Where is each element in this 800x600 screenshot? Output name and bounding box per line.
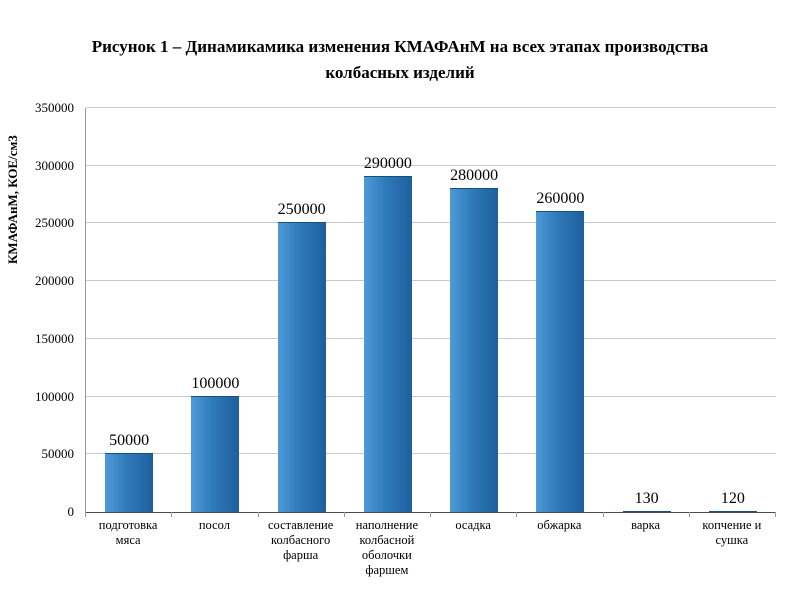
x-axis-category-labels: подготовка мяса посол составление колбасно… (85, 518, 775, 578)
gridline (86, 107, 776, 108)
x-tick-mark (775, 512, 776, 517)
bar-value-label: 260000 (536, 189, 585, 207)
x-tick-mark (602, 512, 604, 517)
bar-6 (536, 210, 585, 512)
bar-value-label: 50000 (109, 432, 150, 450)
chart-title-line2: колбасных изделий (325, 63, 475, 82)
y-tick-label: 300000 (35, 157, 74, 173)
y-tick-label: 100000 (35, 388, 74, 404)
x-tick-mark (257, 512, 259, 517)
chart-title-line1: Рисунок 1 – Динамикамика изменения КМАФА… (91, 37, 709, 56)
bar-8 (708, 510, 757, 512)
x-tick-mark (430, 512, 431, 517)
x-category-label: обжарка (537, 518, 582, 532)
bar-value-label: 290000 (363, 155, 412, 173)
bar-2 (191, 395, 240, 512)
y-tick-label: 200000 (35, 273, 74, 289)
x-tick-mark (171, 512, 173, 517)
x-category-label: подготовка мяса (98, 518, 158, 547)
y-tick-label: 150000 (35, 330, 74, 346)
x-tick-mark (688, 512, 690, 517)
y-tick-label: 0 (67, 504, 75, 519)
bar-5 (450, 187, 499, 512)
bar-value-label: 100000 (191, 374, 240, 392)
gridline (86, 222, 776, 224)
x-category-label: наполнение колбасной оболочки фаршем (355, 518, 418, 577)
bar-4 (363, 176, 412, 512)
x-tick-mark (516, 512, 518, 517)
bar-value-label: 130 (634, 489, 659, 507)
chart-title: Рисунок 1 – Динамикамика изменения КМАФА… (0, 34, 800, 86)
x-tick-mark (343, 512, 345, 517)
gridline (86, 164, 776, 166)
bar-value-label: 120 (720, 489, 745, 507)
bar-1 (105, 453, 154, 512)
gridline (86, 395, 776, 397)
x-category-label: посол (198, 518, 230, 532)
y-tick-label: 50000 (41, 446, 75, 462)
x-tick-mark (85, 512, 86, 517)
x-category-label: составление колбасного фарша (267, 518, 334, 562)
y-tick-label: 350000 (35, 100, 74, 115)
bar-value-label: 280000 (450, 166, 499, 184)
y-tick-label: 250000 (35, 215, 74, 231)
x-category-label: копчение и сушка (702, 518, 762, 547)
bar-3 (277, 222, 326, 512)
x-category-label: варка (631, 518, 661, 532)
plot-area: 50000 100000 250000 290000 280000 260000 130 12… (85, 107, 776, 512)
bar-7 (622, 510, 671, 512)
x-category-label: осадка (455, 518, 491, 532)
gridline (86, 453, 776, 455)
y-axis-tick-labels: 0 50000 100000 150000 200000 250000 300000 3500… (0, 100, 80, 519)
gridline (86, 337, 776, 339)
bar-value-label: 250000 (277, 201, 326, 219)
gridline (86, 280, 776, 282)
